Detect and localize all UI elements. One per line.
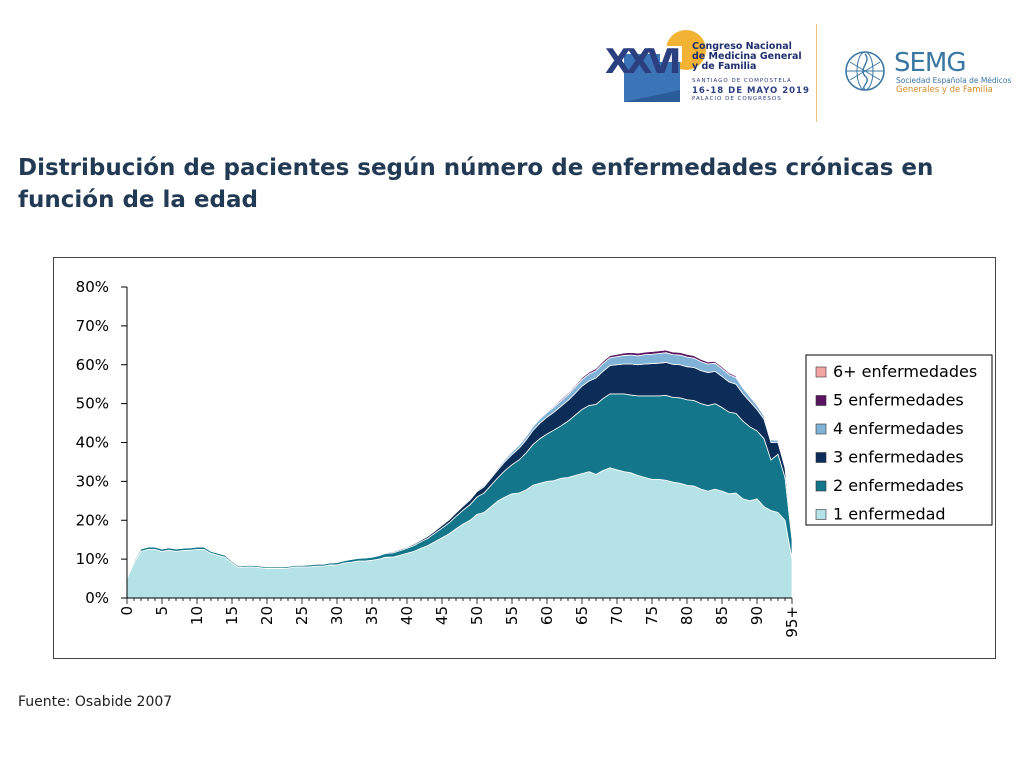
area-6plus-enfermedades bbox=[126, 348, 793, 578]
legend-label-5-enfermedades: 5 enfermedades bbox=[833, 391, 964, 410]
y-tick-label: 0% bbox=[85, 589, 109, 607]
legend-swatch-5-enfermedades bbox=[815, 395, 827, 406]
legend-label-3-enfermedades: 3 enfermedades bbox=[833, 448, 964, 467]
x-tick-label: 0 bbox=[118, 606, 136, 616]
x-tick-label: 20 bbox=[258, 606, 276, 625]
logo-divider bbox=[816, 24, 817, 122]
source-note: Fuente: Osabide 2007 bbox=[18, 694, 173, 710]
y-tick-label: 10% bbox=[76, 550, 109, 568]
area-1-enfermedad bbox=[126, 467, 793, 599]
y-tick-label: 80% bbox=[76, 278, 109, 296]
legend-swatch-6plus-enfermedades bbox=[815, 366, 827, 378]
x-tick-label: 5 bbox=[153, 606, 171, 616]
x-tick-label: 95+ bbox=[783, 606, 801, 638]
y-tick-label: 60% bbox=[76, 356, 109, 374]
legend-swatch-2-enfermedades bbox=[815, 480, 827, 492]
congress-venue: PALACIO DE CONGRESOS bbox=[692, 96, 782, 102]
congress-city: SANTIAGO DE COMPOSTELA bbox=[692, 78, 792, 84]
legend-swatch-4-enfermedades bbox=[815, 423, 827, 435]
stacked-area-chart: 0% 10% 20% 30% 40% 50% 60% 70% 80% 0 5 10 15 20 25 30 35… bbox=[76, 278, 993, 638]
chart-frame: 0% 10% 20% 30% 40% 50% 60% 70% 80% 0 5 10 15 20 25 30 35… bbox=[53, 257, 996, 659]
congress-dates: 16-18 DE MAYO 2019 bbox=[692, 86, 810, 96]
semg-tagline-1: Sociedad Española de Médicos bbox=[896, 76, 1012, 85]
x-tick-label: 90 bbox=[748, 606, 766, 625]
legend-label-6plus-enfermedades: 6+ enfermedades bbox=[833, 362, 977, 381]
y-tick-label: 30% bbox=[76, 472, 109, 490]
x-tick-label: 10 bbox=[188, 606, 206, 625]
x-tick-label: 35 bbox=[363, 606, 381, 625]
legend-label-1-enfermedad: 1 enfermedad bbox=[833, 505, 946, 524]
legend-box bbox=[805, 354, 993, 526]
y-tick-label: 40% bbox=[76, 434, 109, 452]
x-tick-label: 15 bbox=[223, 606, 241, 625]
semg-tagline-2: Generales y de Familia bbox=[896, 85, 993, 95]
x-tick-label: 25 bbox=[293, 606, 311, 625]
legend-label-2-enfermedades: 2 enfermedades bbox=[833, 476, 964, 495]
y-tick-label: 50% bbox=[76, 395, 109, 413]
semg-globe-icon bbox=[845, 51, 885, 91]
x-tick-label: 30 bbox=[328, 606, 346, 625]
semg-name: SEMG bbox=[894, 48, 967, 78]
y-tick-label: 70% bbox=[76, 317, 109, 335]
semg-logo: SEMG Sociedad Española de Médicos Genera… bbox=[842, 48, 1011, 98]
congress-emblem-icon bbox=[624, 30, 706, 102]
x-tick-label: 80 bbox=[678, 606, 696, 625]
x-tick-label: 45 bbox=[433, 606, 451, 625]
congress-numeral: XXVI bbox=[605, 42, 681, 82]
y-tick-label: 20% bbox=[76, 511, 109, 529]
x-tick-label: 60 bbox=[538, 606, 556, 625]
x-tick-label: 40 bbox=[398, 606, 416, 625]
x-tick-label: 50 bbox=[468, 606, 486, 625]
x-tick-label: 75 bbox=[643, 606, 661, 625]
congress-logo: XXVI Congreso Nacional de Medicina Gener… bbox=[600, 24, 810, 114]
congress-name: Congreso Nacional de Medicina General y … bbox=[692, 41, 802, 72]
x-tick-label: 55 bbox=[503, 606, 521, 625]
x-tick-label: 65 bbox=[573, 606, 591, 625]
slide-title: Distribución de pacientes según número d… bbox=[18, 155, 934, 213]
x-tick-label: 70 bbox=[608, 606, 626, 625]
legend-swatch-3-enfermedades bbox=[815, 452, 827, 463]
x-tick-label: 85 bbox=[713, 606, 731, 625]
legend-swatch-1-enfermedad bbox=[815, 509, 827, 520]
legend-label-4-enfermedades: 4 enfermedades bbox=[833, 419, 964, 438]
